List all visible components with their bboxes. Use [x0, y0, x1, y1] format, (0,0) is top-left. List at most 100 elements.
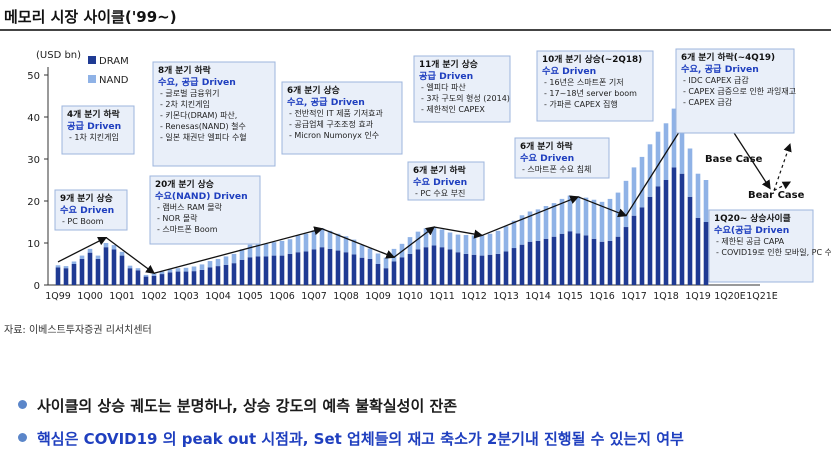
base-case-arrow — [773, 143, 792, 191]
dram-bar — [343, 252, 349, 285]
x-tick-label: 1Q06 — [269, 291, 295, 302]
dram-bar — [423, 247, 429, 285]
legend-swatch-dram — [88, 56, 96, 64]
nand-bar — [215, 258, 221, 267]
nand-bar — [615, 192, 621, 237]
annotation-driver: 수요(NAND) Driven — [155, 191, 248, 202]
chart-axes: (USD bn) 0 10 20 30 40 50 1Q99 1Q00 1Q01 1Q02 1Q03 1… — [27, 50, 778, 302]
annotation-heading: 20개 분기 상승 — [155, 178, 214, 190]
y-tick-label: 10 — [27, 239, 40, 250]
nand-bar — [639, 156, 645, 208]
nand-bar — [319, 228, 325, 248]
dram-bar — [471, 254, 477, 285]
x-tick-label: 1Q08 — [333, 291, 359, 302]
dram-bar — [55, 267, 61, 285]
annotation-item: - PC 수요 부진 — [415, 188, 465, 198]
chart-bars — [55, 108, 709, 285]
dram-bar — [487, 254, 493, 285]
bear-case-label: Bear Case — [748, 190, 805, 201]
dram-bar — [631, 215, 637, 285]
annotation-driver: 수요(공급 Driven — [714, 225, 789, 236]
page-title: 메모리 시장 사이클('99~) — [4, 8, 177, 26]
annotation-heading: 9개 분기 상승 — [60, 192, 113, 204]
nand-bar — [255, 243, 261, 257]
x-tick-label: 1Q99 — [45, 291, 71, 302]
annotation-box: 6개 분기 하락(~4Q19)수요, 공급 Driven- IDC CAPEX … — [675, 48, 796, 134]
annotation-item: - 제한된 공급 CAPA — [716, 236, 785, 246]
nand-bar — [343, 236, 349, 253]
nand-bar — [695, 173, 701, 218]
dram-bar — [607, 240, 613, 285]
bullet-dot-icon — [18, 400, 27, 409]
annotation-item: - 공급업체 구조조정 효과 — [289, 119, 374, 129]
nand-bar — [79, 255, 85, 259]
nand-bar — [655, 131, 661, 187]
dram-bar — [639, 207, 645, 285]
dram-bar — [303, 251, 309, 285]
dram-bar — [567, 231, 573, 285]
nand-bar — [495, 230, 501, 254]
nand-bar — [271, 242, 277, 256]
nand-bar — [239, 249, 245, 260]
nand-bar — [71, 261, 77, 264]
x-tick-label: 1Q03 — [173, 291, 199, 302]
dram-bar — [79, 258, 85, 285]
dram-bar — [583, 235, 589, 285]
dram-bar — [135, 270, 141, 285]
annotation-item: - 엘피다 파산 — [421, 82, 466, 92]
annotation-box-bg — [152, 61, 276, 167]
annotation-item: - CAPEX 급증으로 인한 과잉재고 — [683, 86, 796, 96]
annotation-item: - 스마트폰 수요 침체 — [522, 164, 591, 174]
x-tick-label: 1Q21E — [746, 291, 778, 302]
dram-bar — [255, 256, 261, 285]
dram-bar — [319, 247, 325, 285]
base-case-label: Base Case — [705, 154, 763, 165]
trend-arrow — [57, 236, 108, 263]
nand-bar — [471, 235, 477, 255]
annotation-heading: 4개 분기 하락 — [67, 108, 120, 120]
dram-bar — [687, 196, 693, 285]
nand-bar — [591, 199, 597, 239]
dram-bar — [95, 258, 101, 285]
bullet-dot-icon — [18, 433, 27, 442]
annotation-item: - 키몬다(DRAM) 파산, — [160, 110, 237, 120]
annotation-item: - PC Boom — [62, 217, 104, 226]
annotation-heading: 11개 분기 상승 — [419, 58, 478, 70]
nand-bar — [647, 144, 653, 197]
nand-bar — [311, 230, 317, 250]
dram-bar — [415, 249, 421, 285]
dram-bar — [127, 268, 133, 285]
dram-bar — [207, 267, 213, 285]
nand-bar — [383, 257, 389, 269]
annotation-box-bg — [514, 137, 610, 179]
annotation-heading: 6개 분기 하락 — [520, 140, 573, 152]
nand-bar — [303, 233, 309, 252]
x-tick-label: 1Q14 — [525, 291, 551, 302]
bullet-1-text: 사이클의 상승 궤도는 분명하나, 상승 강도의 예측 불확실성이 잔존 — [37, 397, 458, 415]
nand-bar — [559, 198, 565, 234]
nand-bar — [423, 228, 429, 248]
dram-bar — [615, 236, 621, 285]
annotation-driver: 수요, 공급 Driven — [287, 97, 365, 108]
x-tick-label: 1Q13 — [493, 291, 519, 302]
dram-bar — [503, 251, 509, 285]
bullet-2: 핵심은 COVID19 의 peak out 시점과, Set 업체들의 재고 … — [18, 428, 684, 449]
annotation-item: - 전반적인 IT 제품 기저효과 — [289, 108, 384, 118]
x-tick-label: 1Q02 — [141, 291, 167, 302]
nand-bar — [431, 227, 437, 246]
dram-bar — [183, 271, 189, 285]
bullet-1: 사이클의 상승 궤도는 분명하나, 상승 강도의 예측 불확실성이 잔존 — [18, 395, 457, 416]
x-tick-label: 1Q01 — [109, 291, 135, 302]
x-tick-label: 1Q10 — [397, 291, 423, 302]
dram-bar — [111, 249, 117, 285]
dram-bar — [359, 257, 365, 285]
trend-arrow — [393, 226, 436, 258]
annotation-driver: 공급 Driven — [67, 121, 121, 132]
dram-bar — [479, 255, 485, 285]
nand-bar — [159, 271, 165, 275]
nand-bar — [375, 253, 381, 264]
annotation-item: - 2차 치킨게임 — [160, 99, 210, 109]
